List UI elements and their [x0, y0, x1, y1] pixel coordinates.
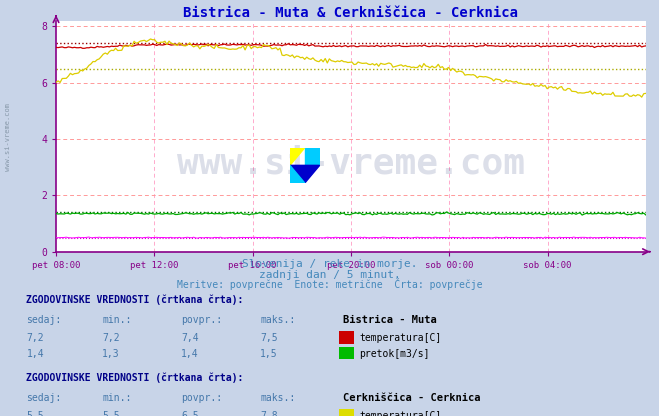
Text: povpr.:: povpr.: [181, 393, 222, 403]
Text: min.:: min.: [102, 315, 132, 325]
Text: Slovenija / reke in morje.: Slovenija / reke in morje. [242, 259, 417, 269]
Text: maks.:: maks.: [260, 393, 295, 403]
Polygon shape [290, 148, 304, 165]
Polygon shape [304, 148, 320, 165]
Text: povpr.:: povpr.: [181, 315, 222, 325]
Text: Meritve: povprečne  Enote: metrične  Črta: povprečje: Meritve: povprečne Enote: metrične Črta:… [177, 278, 482, 290]
Text: sedaj:: sedaj: [26, 393, 61, 403]
Text: zadnji dan / 5 minut.: zadnji dan / 5 minut. [258, 270, 401, 280]
Text: ZGODOVINSKE VREDNOSTI (črtkana črta):: ZGODOVINSKE VREDNOSTI (črtkana črta): [26, 373, 244, 383]
Text: 7,2: 7,2 [26, 333, 44, 343]
Text: min.:: min.: [102, 393, 132, 403]
Text: 7,4: 7,4 [181, 333, 199, 343]
Text: 7,5: 7,5 [260, 333, 278, 343]
Text: 5,5: 5,5 [26, 411, 44, 416]
Text: 1,4: 1,4 [26, 349, 44, 359]
Text: 7,8: 7,8 [260, 411, 278, 416]
Text: Bistrica - Muta: Bistrica - Muta [343, 315, 436, 325]
Text: www.si-vreme.com: www.si-vreme.com [177, 147, 525, 181]
Text: 1,5: 1,5 [260, 349, 278, 359]
Text: maks.:: maks.: [260, 315, 295, 325]
Text: www.si-vreme.com: www.si-vreme.com [5, 103, 11, 171]
Text: temperatura[C]: temperatura[C] [359, 411, 442, 416]
Polygon shape [290, 165, 304, 183]
Polygon shape [290, 165, 320, 183]
Text: 1,3: 1,3 [102, 349, 120, 359]
Text: 7,2: 7,2 [102, 333, 120, 343]
Text: ZGODOVINSKE VREDNOSTI (črtkana črta):: ZGODOVINSKE VREDNOSTI (črtkana črta): [26, 295, 244, 305]
Text: Cerkniščica - Cerknica: Cerkniščica - Cerknica [343, 393, 480, 403]
Text: 1,4: 1,4 [181, 349, 199, 359]
Text: temperatura[C]: temperatura[C] [359, 333, 442, 343]
Title: Bistrica - Muta & Cerkniščica - Cerknica: Bistrica - Muta & Cerkniščica - Cerknica [183, 6, 519, 20]
Text: sedaj:: sedaj: [26, 315, 61, 325]
Text: 5,5: 5,5 [102, 411, 120, 416]
Text: 6,5: 6,5 [181, 411, 199, 416]
Text: pretok[m3/s]: pretok[m3/s] [359, 349, 430, 359]
